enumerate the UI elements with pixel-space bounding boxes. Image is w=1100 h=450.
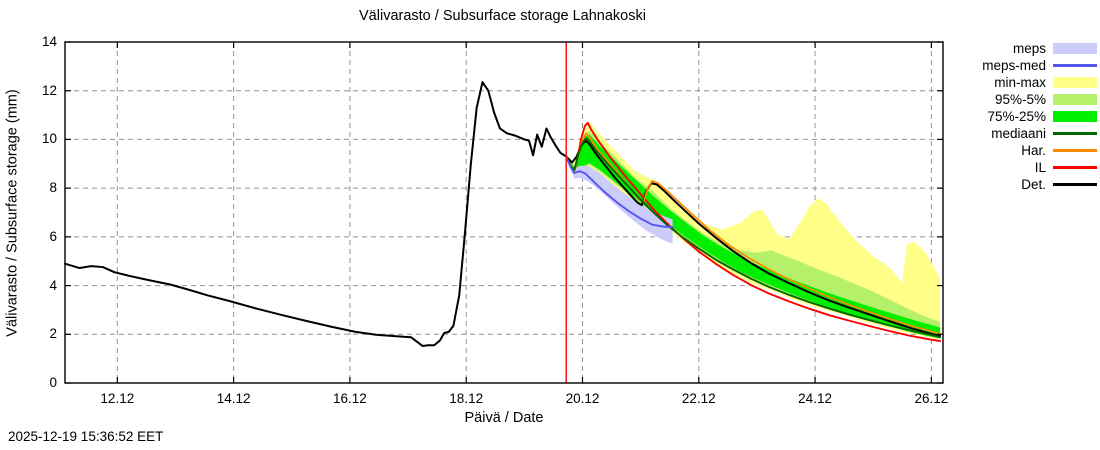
legend-label: 95%-5% bbox=[994, 92, 1046, 107]
legend-item-det-[interactable]: Det. bbox=[965, 176, 1097, 193]
y-tick-label: 0 bbox=[49, 375, 57, 390]
legend-label: Det. bbox=[1021, 177, 1046, 192]
x-tick-label: 26.12 bbox=[914, 391, 949, 406]
legend-item-il[interactable]: IL bbox=[965, 159, 1097, 176]
page-title: Välivarasto / Subsurface storage Lahnako… bbox=[359, 8, 646, 24]
x-tick-label: 20.12 bbox=[565, 391, 600, 406]
legend-item-mediaani[interactable]: mediaani bbox=[965, 125, 1097, 142]
legend-item-75-25-[interactable]: 75%-25% bbox=[965, 108, 1097, 125]
legend-label: meps bbox=[1012, 41, 1046, 56]
legend-item-har-[interactable]: Har. bbox=[965, 142, 1097, 159]
legend-swatch bbox=[1053, 94, 1097, 105]
y-tick-label: 12 bbox=[41, 82, 57, 98]
uncertainty-bands bbox=[566, 121, 941, 340]
axis-ticks bbox=[65, 41, 943, 384]
legend-label: min-max bbox=[994, 75, 1046, 90]
plot-frame bbox=[64, 41, 944, 384]
legend-label: mediaani bbox=[991, 126, 1046, 141]
series-meps-med bbox=[565, 156, 674, 229]
legend-item-95-5-[interactable]: 95%-5% bbox=[965, 91, 1097, 108]
legend-item-min-max[interactable]: min-max bbox=[965, 74, 1097, 91]
x-axis-label: Päivä / Date bbox=[464, 410, 544, 426]
y-tick-label: 8 bbox=[49, 180, 57, 196]
legend: meps meps-med min-max 95%-5% 75%-25% mediaani… bbox=[965, 40, 1097, 193]
x-tick-label: 22.12 bbox=[681, 391, 716, 406]
timestamp: 2025-12-19 15:36:52 EET bbox=[8, 429, 164, 444]
legend-swatch bbox=[1053, 183, 1097, 186]
legend-item-meps[interactable]: meps bbox=[965, 40, 1097, 57]
x-tick-label: 16.12 bbox=[333, 391, 367, 406]
y-tick-label: 10 bbox=[41, 131, 57, 147]
legend-label: IL bbox=[1034, 160, 1046, 175]
legend-label: meps-med bbox=[982, 58, 1046, 73]
legend-swatch bbox=[1053, 111, 1097, 122]
series-har- bbox=[565, 132, 941, 335]
series-det- bbox=[64, 81, 942, 347]
legend-label: 75%-25% bbox=[987, 109, 1046, 124]
legend-swatch bbox=[1053, 43, 1097, 54]
legend-swatch bbox=[1053, 166, 1097, 169]
data-series bbox=[64, 81, 942, 347]
series-mediaani bbox=[565, 137, 942, 339]
legend-swatch bbox=[1053, 149, 1097, 152]
y-tick-label: 4 bbox=[49, 277, 57, 293]
band-95-5- bbox=[566, 130, 941, 338]
legend-swatch bbox=[1053, 77, 1097, 88]
legend-label: Har. bbox=[1021, 143, 1046, 158]
y-tick-label: 2 bbox=[49, 326, 57, 342]
legend-swatch bbox=[1053, 132, 1097, 135]
legend-item-meps-med[interactable]: meps-med bbox=[965, 57, 1097, 74]
y-tick-label: 14 bbox=[41, 34, 57, 49]
x-tick-label: 12.12 bbox=[100, 391, 135, 406]
x-tick-label: 14.12 bbox=[216, 391, 251, 406]
band-75-25- bbox=[566, 134, 941, 339]
legend-swatch bbox=[1053, 64, 1097, 67]
y-tick-label: 6 bbox=[49, 228, 57, 244]
x-tick-label: 24.12 bbox=[798, 391, 832, 406]
x-tick-label: 18.12 bbox=[449, 391, 484, 406]
